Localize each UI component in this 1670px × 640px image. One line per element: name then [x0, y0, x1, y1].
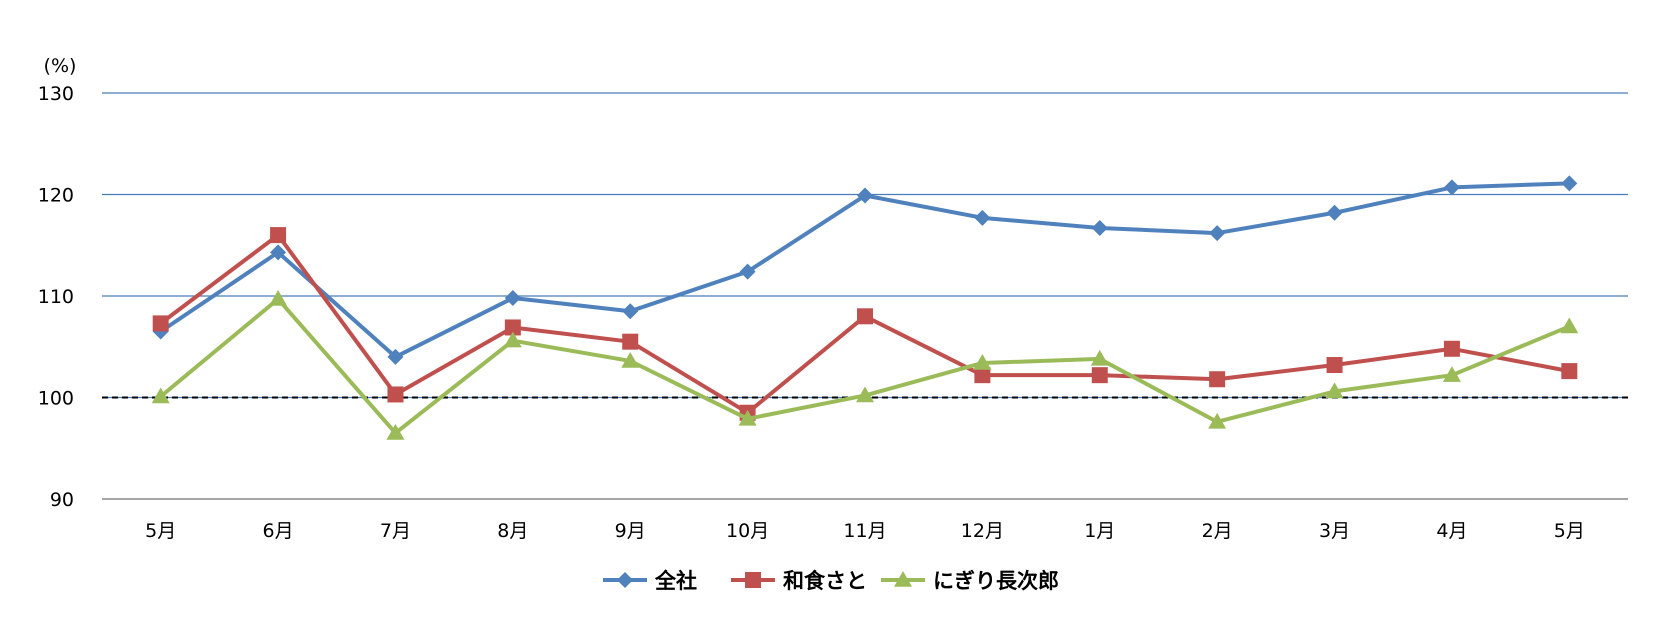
legend-item-3: にぎり長次郎 [881, 569, 1059, 593]
legend-label: 全社 [654, 569, 697, 593]
data-point [503, 331, 522, 348]
x-tick-label: 9月 [615, 520, 646, 542]
y-tick-label: 120 [38, 185, 74, 207]
x-tick-label: 11月 [843, 520, 886, 542]
x-tick-label: 4月 [1436, 520, 1467, 542]
data-point [1443, 340, 1460, 357]
data-point [386, 424, 405, 440]
axes: 90 100 110 120 130 5月 6月 7月 8月 9月 10月 11月 12月 1月 2月 3月 4… [38, 83, 1628, 542]
x-tick-label: 8月 [497, 520, 528, 542]
legend-marker [894, 571, 912, 587]
data-point [387, 348, 404, 365]
data-point [974, 367, 991, 384]
data-point [270, 227, 287, 244]
data-point [269, 290, 288, 306]
data-point [1090, 349, 1109, 366]
x-tick-label: 12月 [961, 520, 1004, 542]
data-point [856, 386, 874, 403]
data-point [1442, 366, 1461, 382]
x-tick-label: 7月 [380, 520, 411, 542]
y-tick-label: 100 [38, 388, 74, 410]
data-point [152, 315, 169, 332]
data-point [1561, 175, 1578, 192]
x-tick-label: 5月 [145, 520, 176, 542]
data-point [504, 290, 521, 307]
data-point [857, 308, 873, 325]
x-tick-label: 2月 [1202, 520, 1233, 542]
x-tick-label: 10月 [726, 520, 769, 542]
x-tick-label: 6月 [263, 520, 294, 542]
data-point [1443, 179, 1460, 196]
data-point [270, 244, 287, 261]
legend-marker [745, 572, 761, 588]
series-1 [152, 175, 1578, 365]
data-point [1209, 371, 1226, 388]
data-point [857, 187, 873, 204]
data-point [1209, 225, 1226, 242]
data-point [151, 387, 170, 404]
data-point [621, 351, 640, 368]
y-tick-label: 130 [38, 83, 74, 105]
y-tick-label: 90 [50, 489, 74, 511]
data-point [1091, 219, 1108, 236]
legend-item-2: 和食さと [731, 569, 867, 593]
data-point [1091, 367, 1108, 384]
data-point [504, 319, 521, 336]
series-3 [151, 290, 1579, 440]
data-point [1561, 363, 1578, 380]
data-point [738, 409, 757, 426]
series-lines [151, 175, 1579, 440]
data-point [974, 209, 991, 226]
data-point [1326, 357, 1343, 374]
series-line [159, 181, 1570, 359]
data-point [387, 386, 404, 403]
legend-marker [617, 572, 633, 588]
x-tick-label: 5月 [1554, 520, 1585, 542]
data-point [1326, 204, 1343, 221]
data-point [973, 353, 992, 370]
gridlines [102, 92, 1628, 399]
legend-label: にぎり長次郎 [933, 569, 1059, 593]
x-tick-label: 3月 [1319, 520, 1350, 542]
y-tick-label: 110 [38, 286, 74, 308]
data-point [622, 303, 639, 320]
data-point [739, 263, 756, 280]
data-point [1560, 317, 1579, 334]
y-axis-unit-label: (%) [44, 55, 77, 77]
legend-label: 和食さと [783, 569, 867, 593]
data-point [1325, 382, 1344, 399]
legend: 全社 和食さと にぎり長次郎 [603, 569, 1059, 593]
data-point [1208, 412, 1227, 429]
x-tick-label: 1月 [1084, 520, 1115, 542]
data-point [622, 333, 639, 350]
legend-item-1: 全社 [603, 569, 697, 593]
